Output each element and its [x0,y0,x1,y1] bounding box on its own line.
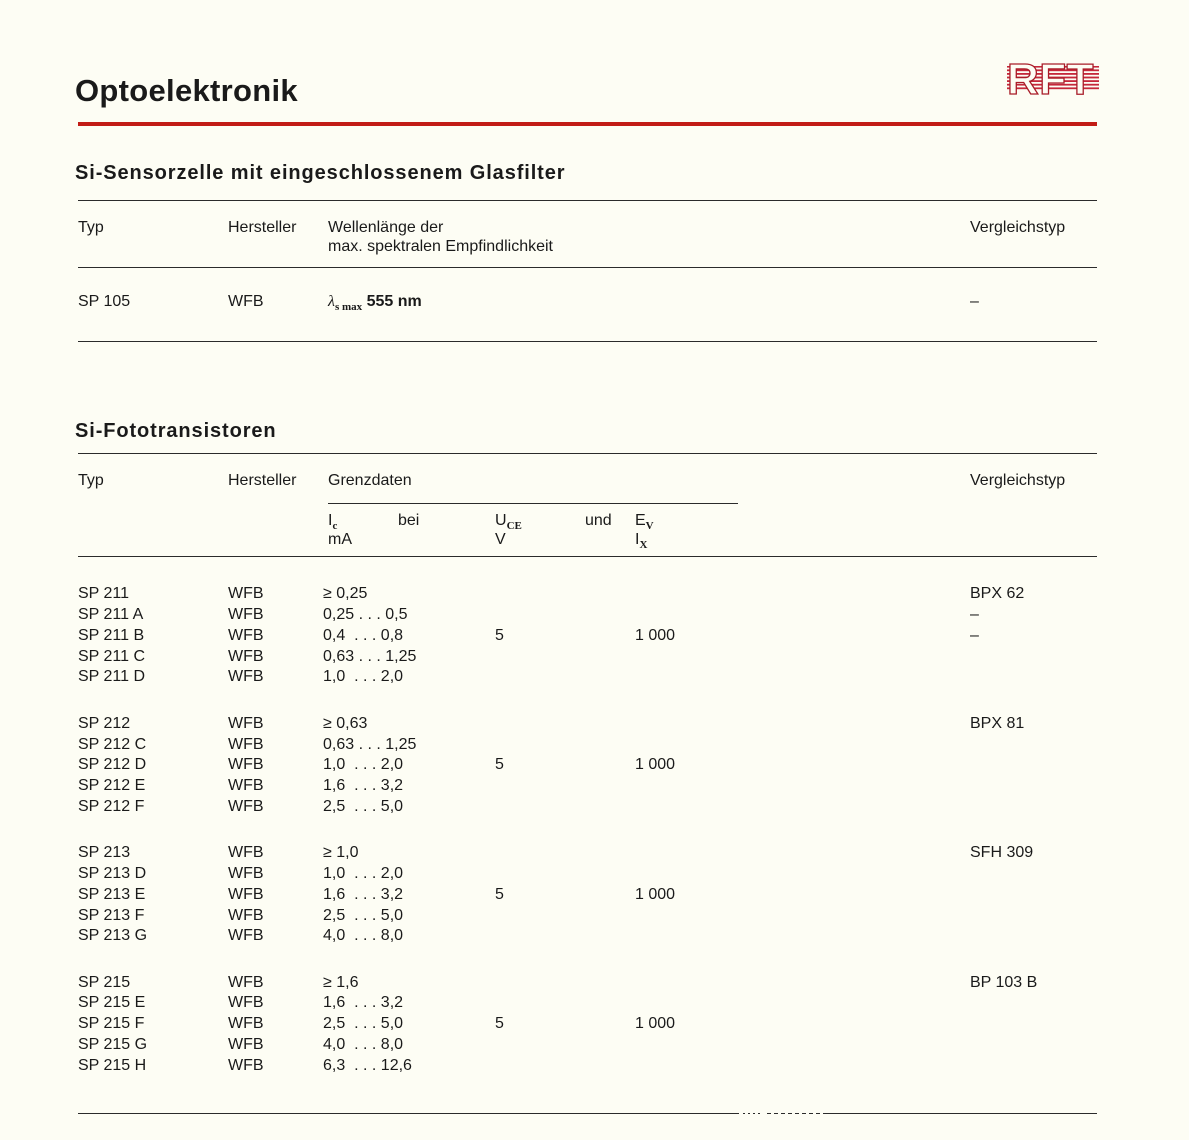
svg-text:RFT: RFT [1007,55,1094,101]
